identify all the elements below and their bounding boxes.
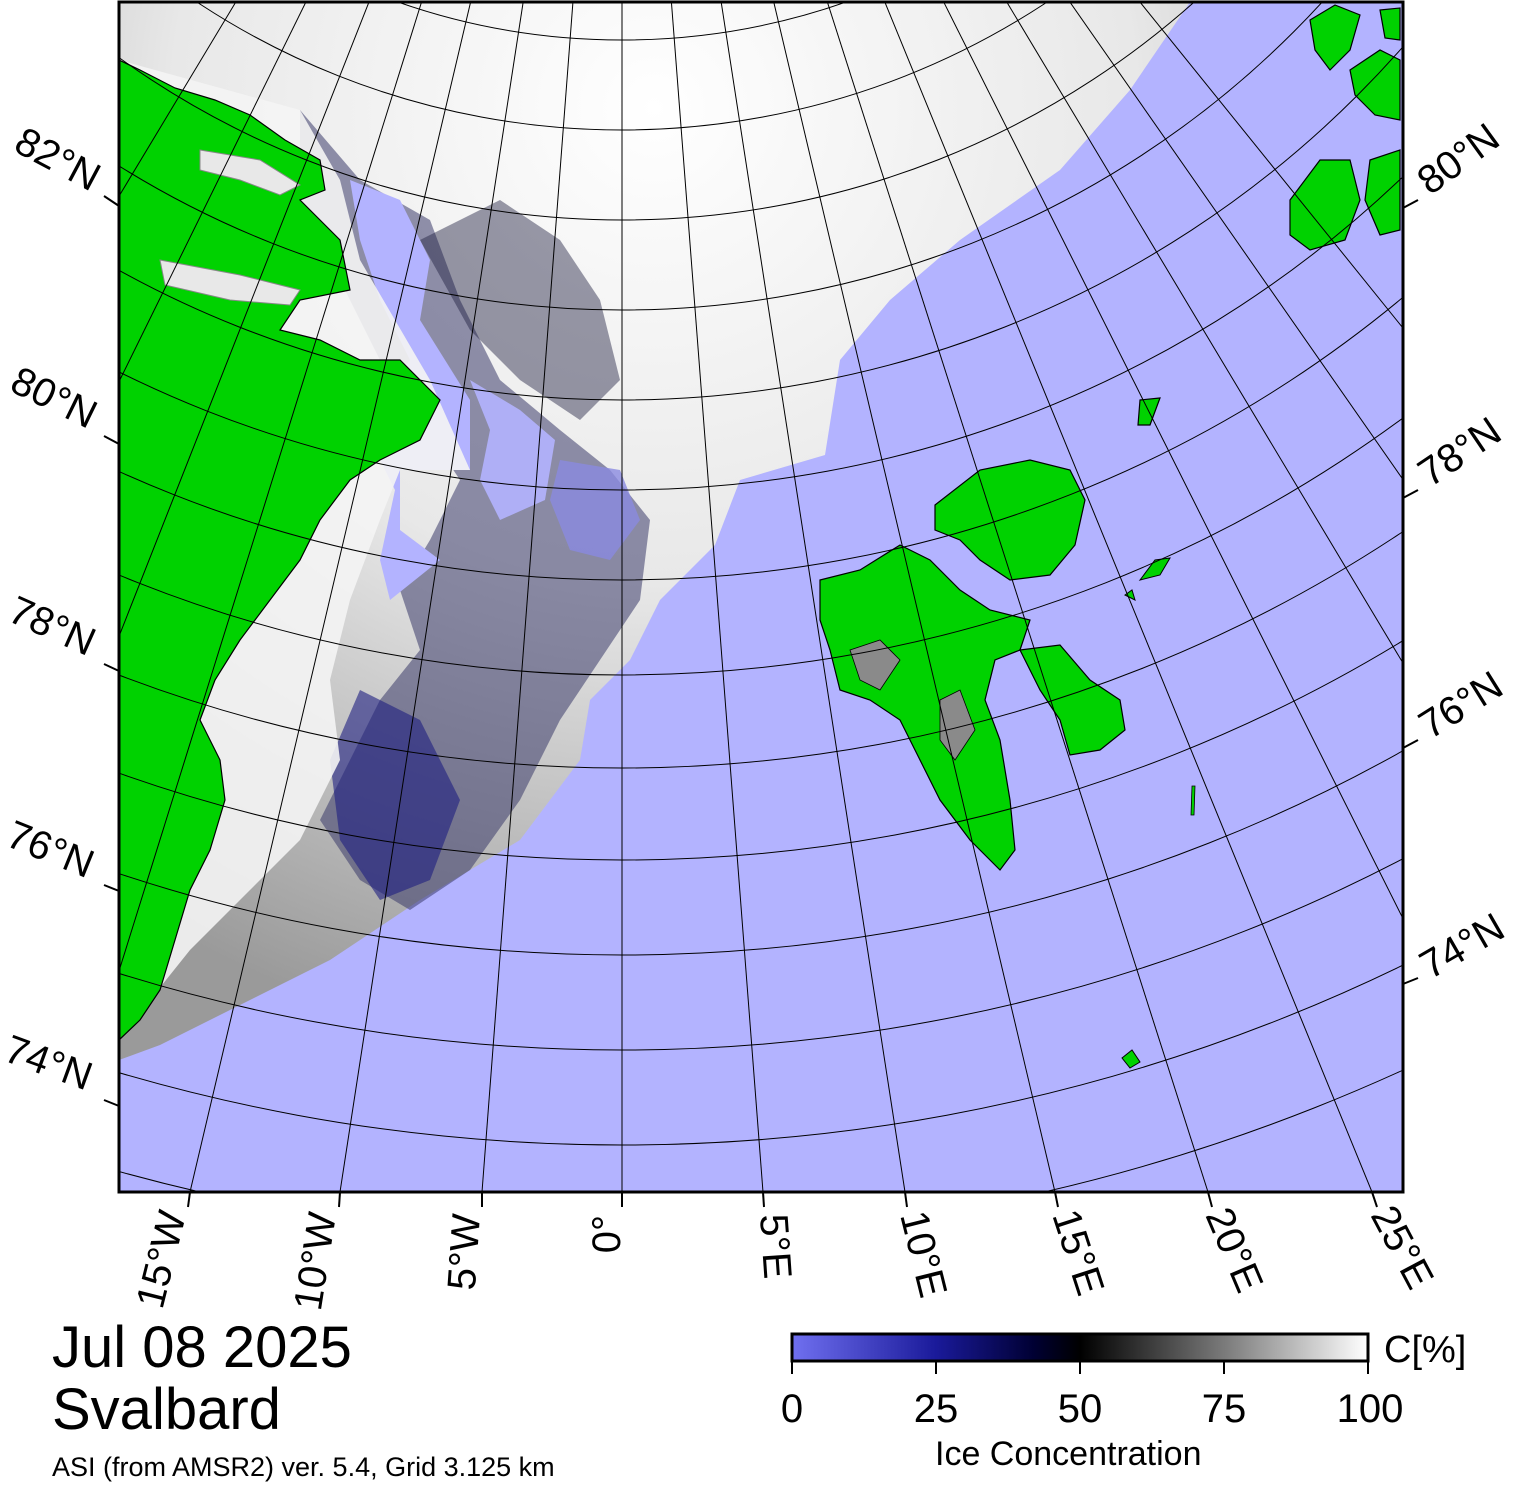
lat-label-right: 80°N <box>1409 115 1507 203</box>
lat-label-right: 76°N <box>1411 663 1510 748</box>
colorbar-tick-label: 0 <box>781 1387 803 1431</box>
bjornoya <box>1121 1049 1141 1069</box>
lat-label-left: 80°N <box>4 359 104 438</box>
lon-label: 10°W <box>286 1209 345 1313</box>
axis-ticks <box>103 195 1419 1208</box>
lon-label: 0° <box>585 1215 629 1253</box>
longitude-grid <box>119 2 1403 1192</box>
lon-label: 25°E <box>1362 1199 1442 1297</box>
lat-label-left: 76°N <box>1 813 100 887</box>
greenland-fjord-ice <box>159 149 302 306</box>
colorbar-tick-label: 75 <box>1202 1387 1247 1431</box>
lat-label-right: 78°N <box>1410 409 1509 495</box>
lon-label: 5°W <box>440 1212 489 1291</box>
hopen <box>1190 785 1196 816</box>
lat-label-left: 82°N <box>8 119 108 200</box>
date-label: Jul 08 2025 <box>52 1315 352 1380</box>
lat-label-left: 78°N <box>2 588 102 665</box>
colorbar: 0 25 50 75 100 <box>781 1332 1404 1431</box>
lat-label-right: 74°N <box>1413 905 1512 988</box>
map-frame <box>117 0 1405 1194</box>
greenland-coast <box>119 59 441 1041</box>
colorbar-gradient <box>790 1332 1370 1363</box>
region-label: Svalbard <box>52 1377 281 1442</box>
franz-josef-land <box>1289 4 1401 251</box>
colorbar-tick-label: 25 <box>914 1387 959 1431</box>
product-label: ASI (from AMSR2) ver. 5.4, Grid 3.125 km <box>52 1452 555 1482</box>
lon-label: 15°W <box>128 1206 195 1312</box>
lon-label: 5°E <box>751 1213 799 1281</box>
lat-label-left: 74°N <box>0 1027 98 1099</box>
colorbar-tick-label: 100 <box>1337 1387 1404 1431</box>
lon-label: 20°E <box>1197 1201 1272 1298</box>
colorbar-unit: C[%] <box>1384 1329 1467 1371</box>
colorbar-title: Ice Concentration <box>935 1435 1202 1473</box>
svalbard-glacier <box>849 639 976 761</box>
kvitoya <box>1124 557 1171 601</box>
lon-label: 10°E <box>891 1207 955 1302</box>
lon-label: 15°E <box>1043 1204 1112 1301</box>
colorbar-tick-label: 50 <box>1058 1387 1103 1431</box>
